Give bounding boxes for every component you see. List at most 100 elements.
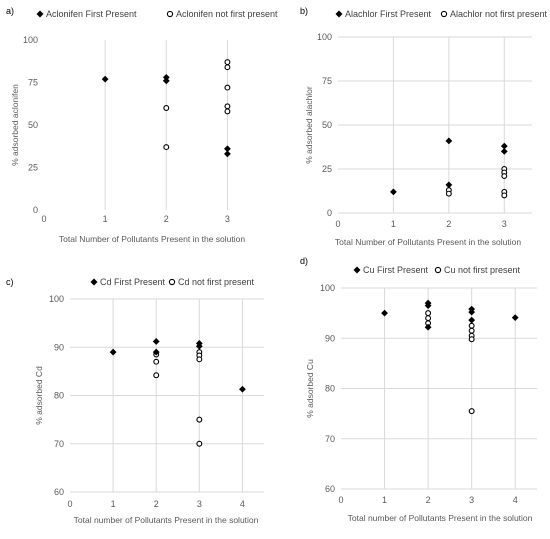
data-point-first-present — [152, 348, 160, 356]
data-point-first-present — [390, 188, 397, 196]
x-tick-label: 2 — [164, 214, 169, 224]
data-point-not-first-present — [501, 173, 508, 179]
x-axis-label: Total Number of Pollutants Present in th… — [59, 234, 245, 244]
y-tick-label: 90 — [325, 333, 335, 343]
data-point-not-first-present — [163, 105, 170, 111]
x-axis-label: Total number of Pollutants Present in th… — [348, 513, 533, 523]
data-point-not-first-present — [468, 327, 475, 334]
data-point-first-present — [162, 77, 170, 85]
x-axis-label: Total number of Pollutants Present in th… — [74, 515, 259, 525]
data-point-first-present — [381, 309, 388, 317]
data-point-not-first-present — [153, 358, 160, 365]
x-tick-label: 3 — [197, 499, 202, 509]
panel-letter: d) — [300, 256, 308, 266]
x-tick-label: 2 — [154, 499, 159, 509]
data-point-not-first-present — [196, 440, 203, 447]
x-tick-label: 3 — [225, 214, 230, 224]
data-point-not-first-present — [224, 103, 231, 110]
data-point-not-first-present — [501, 192, 508, 199]
x-tick-label: 0 — [338, 495, 343, 505]
x-tick-label: 1 — [111, 499, 116, 509]
data-point-not-first-present — [224, 59, 231, 66]
y-tick-label: 0 — [33, 205, 38, 215]
legend-marker-first — [353, 266, 361, 274]
data-point-not-first-present — [425, 315, 432, 322]
data-point-first-present — [101, 75, 109, 83]
y-tick-label: 25 — [322, 164, 332, 174]
data-point-not-first-present — [224, 108, 231, 115]
legend-marker-first — [335, 10, 343, 18]
legend-marker-first — [36, 10, 44, 18]
data-point-first-present — [224, 150, 231, 158]
data-point-first-present — [445, 137, 453, 145]
data-point-first-present — [424, 323, 432, 331]
legend-marker-not-first — [166, 10, 174, 18]
data-point-first-present — [468, 316, 476, 324]
legend-marker-not-first — [168, 278, 176, 286]
y-tick-label: 0 — [327, 208, 332, 218]
data-point-not-first-present — [468, 322, 475, 329]
data-point-not-first-present — [163, 144, 170, 151]
data-point-first-present — [424, 302, 432, 309]
x-tick-label: 3 — [502, 219, 507, 229]
panel-letter: a) — [6, 6, 14, 16]
data-point-not-first-present — [196, 416, 203, 423]
data-point-not-first-present — [425, 310, 432, 317]
data-point-first-present — [445, 181, 453, 189]
legend-entry-not-first: Aclonifen not first present — [176, 9, 278, 19]
y-tick-label: 80 — [325, 384, 335, 394]
y-tick-label: 50 — [28, 120, 38, 130]
data-point-not-first-present — [445, 190, 452, 197]
y-tick-label: 60 — [325, 484, 335, 494]
y-tick-label: 50 — [322, 120, 332, 130]
chart-panel-3: c) 60 70 80 90 100 0 1 2 3 4 Total number of Pollut… — [6, 277, 264, 525]
chart-panel-2: b) 0 25 50 75 100 0 1 2 3 Total Number of Pollutan… — [300, 6, 548, 247]
data-point-first-present — [239, 385, 246, 393]
x-tick-label: 1 — [391, 219, 396, 229]
data-point-not-first-present — [196, 356, 203, 363]
data-point-not-first-present — [224, 84, 231, 91]
y-tick-label: 100 — [317, 32, 332, 42]
y-tick-label: 100 — [320, 283, 335, 293]
x-tick-label: 2 — [426, 495, 431, 505]
data-point-not-first-present — [224, 64, 231, 71]
data-point-first-present — [195, 342, 203, 350]
legend-entry-first: Cd First Present — [100, 277, 166, 287]
legend-entry-first: Alachlor First Present — [345, 9, 432, 19]
x-tick-label: 4 — [240, 499, 245, 509]
legend-entry-first: Cu First Present — [363, 265, 429, 275]
chart-panel-1: a) 0 25 50 75 100 0 1 2 3 Total Number of Pollutan… — [6, 6, 278, 244]
data-point-first-present — [511, 314, 519, 322]
y-tick-label: 25 — [28, 163, 38, 173]
y-axis-label: % adsorbed Cu — [305, 359, 315, 418]
x-tick-label: 1 — [103, 214, 108, 224]
y-axis-label: % adsorbed Cd — [34, 366, 44, 425]
y-tick-label: 70 — [54, 439, 64, 449]
data-point-first-present — [468, 308, 476, 316]
y-axis-label: % adsorbed alachlor — [304, 86, 314, 164]
y-tick-label: 80 — [54, 391, 64, 401]
data-point-first-present — [162, 74, 170, 81]
y-axis-label: % adsorbed aclonifen — [10, 84, 20, 166]
x-tick-label: 0 — [335, 219, 340, 229]
y-tick-label: 60 — [54, 487, 64, 497]
legend-marker-not-first — [440, 10, 448, 18]
y-tick-label: 90 — [54, 342, 64, 352]
x-tick-label: 1 — [382, 495, 387, 505]
legend-entry-not-first: Cu not first present — [444, 265, 521, 275]
y-tick-label: 75 — [322, 76, 332, 86]
x-tick-label: 0 — [67, 499, 72, 509]
data-point-not-first-present — [153, 372, 160, 379]
legend-entry-not-first: Alachlor not first present — [450, 9, 548, 19]
data-point-first-present — [500, 148, 508, 155]
y-tick-label: 75 — [28, 78, 38, 88]
panel-letter: b) — [300, 6, 308, 16]
x-axis-label: Total Number of Pollutants Present in th… — [335, 237, 521, 247]
data-point-first-present — [109, 348, 117, 356]
data-point-first-present — [500, 142, 508, 150]
x-tick-label: 3 — [469, 495, 474, 505]
y-tick-label: 70 — [325, 434, 335, 444]
data-point-first-present — [152, 338, 160, 345]
